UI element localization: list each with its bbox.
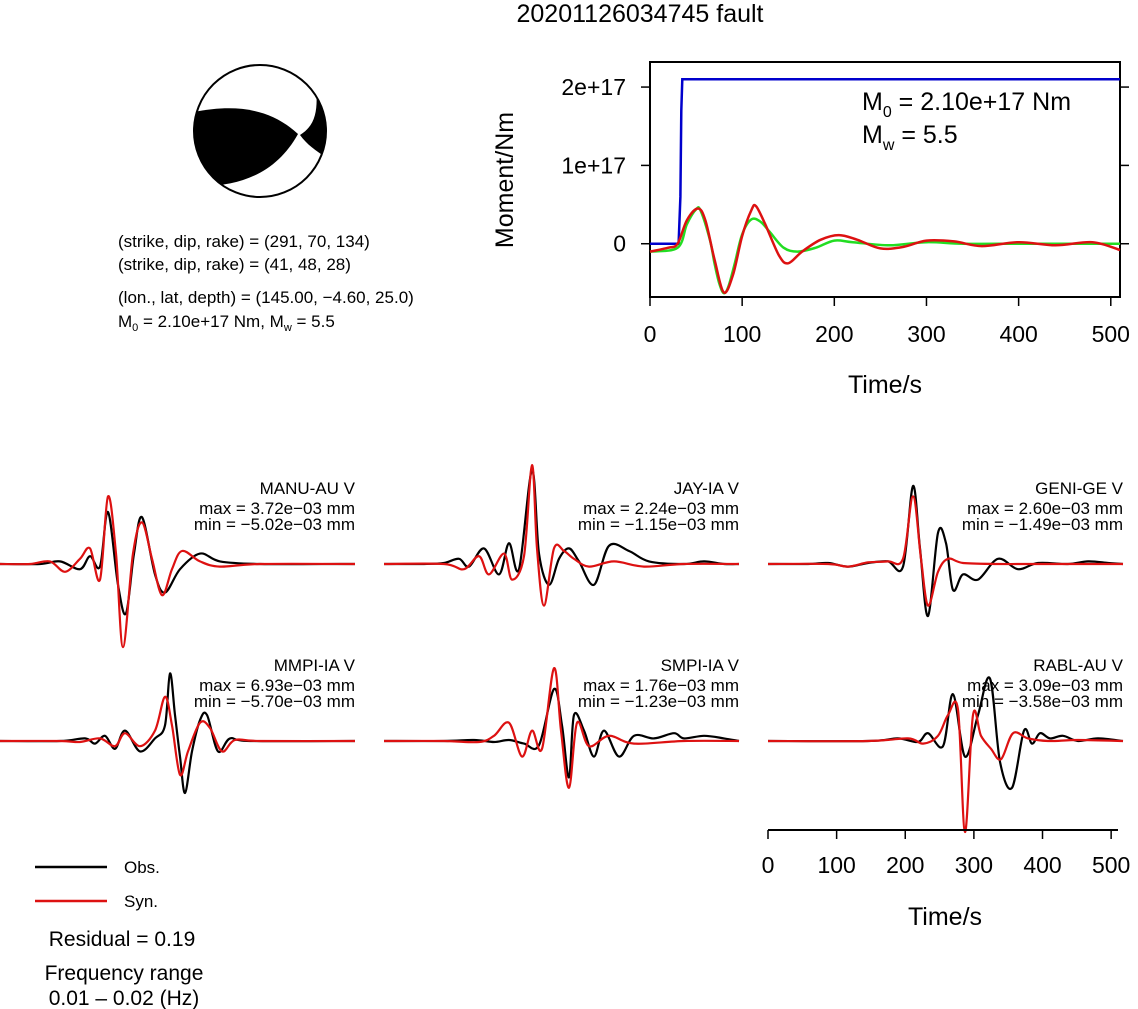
moment-x-tick-label: 400 bbox=[999, 321, 1037, 347]
waveform-time-axis: Time/s 0 100 200 300 400 500 bbox=[762, 829, 1130, 931]
synthetic-trace bbox=[0, 495, 356, 649]
station-min: min = −5.02e−03 mm bbox=[194, 515, 355, 534]
legend: Obs. Syn. Residual = 0.19 Frequency rang… bbox=[35, 858, 203, 1009]
moment-y-tick-label: 1e+17 bbox=[561, 152, 626, 178]
moment-x-tick-label: 300 bbox=[907, 321, 945, 347]
moment-axes: 0 100 200 300 400 500 0 1e+17 2e+17 bbox=[561, 74, 1130, 347]
station-name: GENI-GE V bbox=[1035, 479, 1124, 498]
station-name: MANU-AU V bbox=[260, 479, 356, 498]
waveform-x-tick-label: 400 bbox=[1023, 852, 1061, 878]
moment-series-synthetic bbox=[649, 203, 1121, 294]
synthetic-trace bbox=[383, 667, 740, 789]
station-name: RABL-AU V bbox=[1033, 656, 1123, 675]
moment-series-cumulative bbox=[650, 77, 1120, 245]
hypocenter-line: (lon., lat, depth) = (145.00, −4.60, 25.… bbox=[118, 288, 414, 307]
station-max: max = 6.93e−03 mm bbox=[199, 676, 355, 695]
moment-x-tick-label: 200 bbox=[815, 321, 853, 347]
moment-y-tick-label: 0 bbox=[613, 231, 626, 257]
synthetic-trace bbox=[0, 695, 356, 777]
frequency-title: Frequency range bbox=[45, 962, 204, 985]
figure-title: 20201126034745 fault bbox=[517, 0, 764, 28]
station-name: JAY-IA V bbox=[674, 479, 740, 498]
station-max: max = 2.60e−03 mm bbox=[967, 499, 1123, 518]
waveform-x-axis-label: Time/s bbox=[908, 903, 982, 931]
solution-text: (strike, dip, rake) = (291, 70, 134) (st… bbox=[118, 232, 414, 334]
legend-synthetic-label: Syn. bbox=[124, 892, 158, 911]
waveform-x-tick-label: 500 bbox=[1092, 852, 1130, 878]
waveform-x-tick-label: 0 bbox=[762, 852, 775, 878]
moment-y-tick-label: 2e+17 bbox=[561, 74, 626, 100]
synthetic-trace bbox=[383, 464, 740, 607]
moment-plot: 0 100 200 300 400 500 0 1e+17 2e+17 Moment/Nm Ti… bbox=[491, 61, 1130, 399]
nodal-plane-2: (strike, dip, rake) = (41, 48, 28) bbox=[118, 255, 351, 274]
station-max: max = 2.24e−03 mm bbox=[583, 499, 739, 518]
moment-annotation-m0: M0 = 2.10e+17 Nm bbox=[862, 88, 1071, 121]
moment-annotation-mw: Mw = 5.5 bbox=[862, 121, 958, 154]
moment-y-axis-label: Moment/Nm bbox=[491, 112, 519, 248]
moment-plot-frame bbox=[649, 61, 1121, 298]
moment-x-tick-label: 0 bbox=[644, 321, 657, 347]
station-min: min = −1.49e−03 mm bbox=[962, 515, 1123, 534]
nodal-plane-1: (strike, dip, rake) = (291, 70, 134) bbox=[118, 232, 370, 251]
waveform-x-tick-label: 200 bbox=[886, 852, 924, 878]
moment-series-group bbox=[649, 77, 1121, 295]
legend-observed-label: Obs. bbox=[124, 858, 160, 877]
station-name: MMPI-IA V bbox=[274, 656, 356, 675]
station-min: min = −3.58e−03 mm bbox=[962, 692, 1123, 711]
station-min: min = −1.23e−03 mm bbox=[578, 692, 739, 711]
moment-x-tick-label: 500 bbox=[1092, 321, 1130, 347]
station-max: max = 3.09e−03 mm bbox=[967, 676, 1123, 695]
beachball-compression-quadrant bbox=[194, 108, 298, 186]
station-min: min = −1.15e−03 mm bbox=[578, 515, 739, 534]
observed-trace bbox=[0, 672, 356, 795]
beachball-icon bbox=[193, 64, 327, 198]
station-max: max = 1.76e−03 mm bbox=[583, 676, 739, 695]
synthetic-trace bbox=[767, 700, 1124, 834]
moment-x-axis-label: Time/s bbox=[848, 371, 922, 399]
frequency-value: 0.01 – 0.02 (Hz) bbox=[49, 987, 200, 1009]
magnitude-line: M0 = 2.10e+17 Nm, Mw = 5.5 bbox=[118, 312, 335, 334]
synthetic-trace bbox=[767, 495, 1123, 607]
waveform-x-tick-label: 100 bbox=[817, 852, 855, 878]
residual-text: Residual = 0.19 bbox=[49, 928, 196, 951]
station-min: min = −5.70e−03 mm bbox=[194, 692, 355, 711]
moment-x-tick-label: 100 bbox=[723, 321, 761, 347]
waveform-x-tick-label: 300 bbox=[955, 852, 993, 878]
station-name: SMPI-IA V bbox=[661, 656, 740, 675]
station-max: max = 3.72e−03 mm bbox=[199, 499, 355, 518]
observed-trace bbox=[383, 687, 740, 779]
